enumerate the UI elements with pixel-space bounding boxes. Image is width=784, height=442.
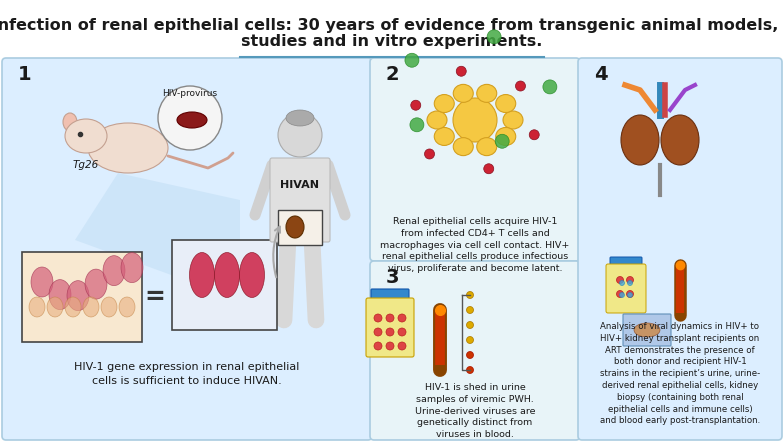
Circle shape (627, 281, 633, 286)
FancyBboxPatch shape (22, 252, 142, 342)
Text: HIVAN: HIVAN (281, 180, 320, 190)
Text: HIV-1 gene expression in renal epithelial
cells is sufficient to induce HIVAN.: HIV-1 gene expression in renal epithelia… (74, 362, 299, 386)
FancyBboxPatch shape (366, 298, 414, 357)
Circle shape (616, 290, 623, 297)
Circle shape (516, 81, 525, 91)
Circle shape (386, 314, 394, 322)
Ellipse shape (103, 255, 125, 286)
Circle shape (405, 53, 419, 67)
Circle shape (386, 342, 394, 350)
FancyBboxPatch shape (371, 289, 409, 301)
Text: 2: 2 (386, 65, 400, 84)
Ellipse shape (65, 119, 107, 153)
Ellipse shape (67, 281, 89, 311)
Text: 1: 1 (18, 65, 31, 84)
Circle shape (466, 366, 474, 373)
Circle shape (374, 342, 382, 350)
Ellipse shape (119, 297, 135, 317)
Circle shape (495, 134, 509, 148)
FancyBboxPatch shape (2, 58, 372, 440)
Circle shape (466, 306, 474, 313)
Ellipse shape (47, 297, 63, 317)
Circle shape (411, 100, 421, 110)
Ellipse shape (286, 216, 304, 238)
Text: Analysis of viral dynamics in HIV+ to
HIV+ kidney transplant recipients on
ART d: Analysis of viral dynamics in HIV+ to HI… (600, 322, 760, 425)
Ellipse shape (453, 84, 474, 103)
Text: HIV-1 infection of renal epithelial cells: 30 years of evidence from transgenic : HIV-1 infection of renal epithelial cell… (0, 18, 784, 33)
FancyBboxPatch shape (370, 58, 580, 261)
Text: =: = (144, 285, 165, 309)
Ellipse shape (477, 137, 497, 156)
Circle shape (456, 66, 466, 76)
Ellipse shape (101, 297, 117, 317)
Circle shape (466, 321, 474, 328)
Ellipse shape (65, 297, 81, 317)
Circle shape (487, 30, 501, 44)
Ellipse shape (121, 253, 143, 282)
Polygon shape (75, 173, 240, 300)
Text: 4: 4 (594, 65, 608, 84)
Ellipse shape (427, 111, 447, 129)
Ellipse shape (31, 267, 53, 297)
Ellipse shape (503, 111, 523, 129)
Circle shape (398, 328, 406, 336)
Ellipse shape (239, 252, 264, 297)
FancyBboxPatch shape (370, 261, 580, 440)
FancyBboxPatch shape (610, 257, 642, 267)
Ellipse shape (477, 84, 497, 103)
Text: HIV-1 is shed in urine
samples of viremic PWH.
Urine-derived viruses are
genetic: HIV-1 is shed in urine samples of viremi… (415, 383, 535, 439)
Circle shape (626, 277, 633, 283)
Ellipse shape (661, 115, 699, 165)
Circle shape (619, 281, 625, 286)
Ellipse shape (434, 127, 454, 145)
FancyBboxPatch shape (172, 240, 277, 330)
Ellipse shape (621, 115, 659, 165)
Ellipse shape (634, 323, 660, 337)
Ellipse shape (88, 123, 168, 173)
Circle shape (386, 328, 394, 336)
Text: studies and in vitro experiments.: studies and in vitro experiments. (241, 34, 543, 49)
Ellipse shape (434, 95, 454, 113)
Ellipse shape (29, 297, 45, 317)
Circle shape (466, 336, 474, 343)
Circle shape (619, 293, 625, 297)
Circle shape (466, 351, 474, 358)
Ellipse shape (177, 112, 207, 128)
Circle shape (374, 328, 382, 336)
Ellipse shape (215, 252, 239, 297)
Circle shape (398, 342, 406, 350)
Text: HIV-provirus: HIV-provirus (162, 89, 218, 98)
Ellipse shape (83, 297, 99, 317)
FancyBboxPatch shape (278, 210, 322, 245)
Circle shape (398, 314, 406, 322)
Circle shape (543, 80, 557, 94)
Ellipse shape (286, 110, 314, 126)
Ellipse shape (49, 280, 71, 310)
Ellipse shape (63, 113, 77, 131)
Circle shape (453, 98, 497, 142)
FancyBboxPatch shape (578, 58, 782, 440)
Circle shape (627, 293, 633, 297)
Circle shape (278, 113, 322, 157)
Text: Renal epithelial cells acquire HIV-1
from infected CD4+ T cells and
macrophages : Renal epithelial cells acquire HIV-1 fro… (380, 217, 570, 273)
FancyBboxPatch shape (623, 314, 671, 346)
Circle shape (424, 149, 434, 159)
Ellipse shape (495, 127, 516, 145)
Text: 3: 3 (386, 268, 400, 287)
Ellipse shape (495, 95, 516, 113)
FancyBboxPatch shape (606, 264, 646, 313)
FancyBboxPatch shape (270, 158, 330, 242)
Circle shape (374, 314, 382, 322)
Circle shape (410, 118, 424, 132)
Circle shape (616, 277, 623, 283)
Text: Tg26: Tg26 (73, 160, 100, 170)
Circle shape (529, 130, 539, 140)
Circle shape (158, 86, 222, 150)
Circle shape (484, 164, 494, 174)
Circle shape (626, 290, 633, 297)
Ellipse shape (85, 269, 107, 299)
Ellipse shape (453, 137, 474, 156)
Ellipse shape (190, 252, 215, 297)
Circle shape (466, 292, 474, 298)
